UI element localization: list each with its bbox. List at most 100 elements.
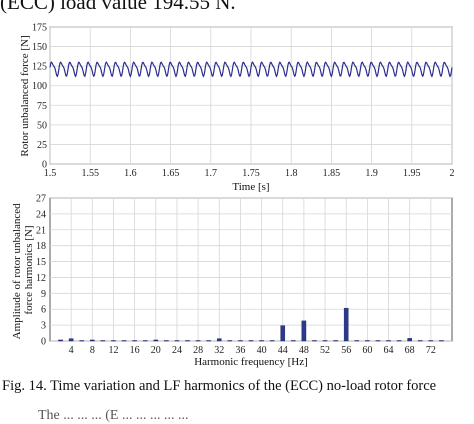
harmonic-bar bbox=[386, 340, 391, 342]
harmonics-x-tick-label: 16 bbox=[130, 345, 140, 356]
harmonics-chart-x-label: Harmonic frequency [Hz] bbox=[194, 356, 308, 368]
time-x-tick-label: 1.55 bbox=[81, 168, 99, 179]
harmonics-y-tick-label: 27 bbox=[36, 194, 46, 205]
header-text: (ECC) load value 194.55 N. bbox=[0, 0, 236, 14]
harmonics-x-tick-label: 56 bbox=[341, 345, 351, 356]
harmonic-bar bbox=[132, 340, 137, 342]
time-x-tick-label: 1.75 bbox=[242, 168, 260, 179]
time-y-tick-label: 50 bbox=[37, 120, 47, 131]
footer-text: The ... ... ... (E ... ... ... ... ... bbox=[38, 408, 189, 423]
harmonic-bar bbox=[68, 338, 74, 342]
time-y-tick-label: 150 bbox=[32, 42, 47, 53]
harmonics-chart-y-ticks: 0 3 6 9 12 15 18 21 24 27 bbox=[36, 194, 46, 348]
harmonics-y-label-line2: force harmonics [N] bbox=[23, 225, 35, 314]
harmonics-y-tick-label: 21 bbox=[36, 225, 46, 236]
time-x-tick-label: 1.95 bbox=[403, 168, 421, 179]
time-x-tick-label: 1.5 bbox=[44, 168, 57, 179]
harmonic-bar bbox=[343, 307, 349, 342]
harmonic-bar bbox=[354, 340, 360, 342]
time-y-tick-label: 75 bbox=[37, 101, 47, 112]
harmonics-x-tick-label: 8 bbox=[90, 345, 95, 356]
harmonics-x-tick-label: 36 bbox=[235, 345, 245, 356]
harmonics-chart-plot-area bbox=[49, 197, 453, 342]
harmonics-x-tick-label: 52 bbox=[320, 345, 330, 356]
harmonics-y-label-line1: Amplitude of rotor unbalanced bbox=[11, 203, 23, 339]
harmonic-bar bbox=[322, 340, 328, 342]
harmonics-x-tick-label: 12 bbox=[108, 345, 118, 356]
harmonic-bar bbox=[428, 340, 434, 342]
time-x-tick-label: 1.9 bbox=[365, 168, 378, 179]
harmonic-bar bbox=[301, 320, 307, 342]
figure-caption: Fig. 14. Time variation and LF harmonics… bbox=[2, 378, 437, 394]
harmonic-bar bbox=[248, 340, 254, 342]
harmonic-bar bbox=[238, 340, 243, 342]
harmonics-chart-y-label: Amplitude of rotor unbalanced force harm… bbox=[11, 201, 35, 340]
time-x-tick-label: 1.85 bbox=[323, 168, 341, 179]
harmonic-bar bbox=[312, 340, 317, 342]
harmonics-y-tick-label: 3 bbox=[41, 321, 46, 332]
harmonic-bar bbox=[153, 339, 159, 342]
time-domain-chart: 0 25 50 75 100 125 150 175 1.5 1.55 1.6 1.65 1.7 1.7… bbox=[19, 23, 455, 194]
harmonic-bar bbox=[58, 339, 63, 342]
harmonics-x-tick-label: 24 bbox=[172, 345, 182, 356]
time-y-tick-label: 100 bbox=[32, 81, 47, 92]
harmonic-bar bbox=[121, 340, 127, 342]
harmonics-x-tick-label: 32 bbox=[214, 345, 224, 356]
harmonic-bar bbox=[291, 340, 296, 342]
time-chart-y-ticks: 0 25 50 75 100 125 150 175 bbox=[32, 23, 47, 171]
harmonic-bar bbox=[142, 340, 148, 342]
time-x-tick-label: 2 bbox=[450, 168, 455, 179]
harmonics-x-tick-label: 60 bbox=[362, 345, 372, 356]
harmonic-bar bbox=[90, 339, 95, 342]
harmonic-bar bbox=[280, 325, 286, 342]
harmonic-bar bbox=[407, 338, 412, 342]
harmonic-bar bbox=[111, 340, 116, 342]
harmonics-x-tick-label: 48 bbox=[299, 345, 309, 356]
harmonics-x-tick-label: 44 bbox=[278, 345, 288, 356]
harmonics-y-tick-label: 15 bbox=[36, 257, 46, 268]
harmonics-x-tick-label: 72 bbox=[426, 345, 436, 356]
harmonics-chart-x-ticks: 4 8 12 16 20 24 28 32 36 40 44 48 52 56 60 64 68 72 bbox=[69, 345, 436, 356]
harmonics-y-tick-label: 12 bbox=[36, 273, 46, 284]
harmonics-chart-grid bbox=[50, 197, 452, 342]
harmonic-bar bbox=[174, 340, 180, 342]
harmonics-x-tick-label: 40 bbox=[257, 345, 267, 356]
harmonic-bar bbox=[79, 340, 85, 342]
harmonics-bars bbox=[58, 307, 444, 342]
harmonics-y-tick-label: 9 bbox=[41, 289, 46, 300]
harmonics-x-tick-label: 64 bbox=[384, 345, 394, 356]
time-x-tick-label: 1.6 bbox=[124, 168, 137, 179]
time-chart-x-ticks: 1.5 1.55 1.6 1.65 1.7 1.75 1.8 1.85 1.9 1.95 2 bbox=[44, 168, 455, 179]
harmonics-x-tick-label: 4 bbox=[69, 345, 74, 356]
harmonic-bar bbox=[269, 340, 275, 342]
harmonics-y-tick-label: 6 bbox=[41, 305, 46, 316]
harmonics-y-tick-label: 0 bbox=[41, 337, 46, 348]
harmonic-bar bbox=[365, 340, 370, 342]
harmonics-x-tick-label: 20 bbox=[151, 345, 161, 356]
time-x-tick-label: 1.65 bbox=[162, 168, 180, 179]
time-y-tick-label: 0 bbox=[42, 160, 47, 171]
time-y-tick-label: 25 bbox=[37, 140, 47, 151]
time-x-tick-label: 1.8 bbox=[285, 168, 298, 179]
time-chart-y-label: Rotor unbalanced force [N] bbox=[19, 35, 31, 156]
harmonic-bar bbox=[375, 340, 381, 342]
harmonics-x-tick-label: 28 bbox=[193, 345, 203, 356]
harmonic-bar bbox=[439, 340, 444, 342]
time-y-tick-label: 175 bbox=[32, 23, 47, 34]
time-chart-x-label: Time [s] bbox=[232, 181, 269, 193]
harmonic-bar bbox=[333, 340, 338, 342]
harmonics-x-tick-label: 68 bbox=[405, 345, 415, 356]
harmonic-bar bbox=[227, 340, 233, 342]
harmonic-bar bbox=[216, 338, 222, 342]
harmonic-bar bbox=[206, 340, 211, 342]
harmonic-bar bbox=[259, 340, 264, 342]
harmonics-y-tick-label: 24 bbox=[36, 209, 46, 220]
harmonic-bar bbox=[417, 340, 423, 342]
force-series-line bbox=[49, 61, 453, 78]
harmonic-bar bbox=[100, 340, 106, 342]
harmonic-bar bbox=[195, 340, 201, 342]
harmonic-bar bbox=[185, 340, 190, 342]
time-y-tick-label: 125 bbox=[32, 62, 47, 73]
